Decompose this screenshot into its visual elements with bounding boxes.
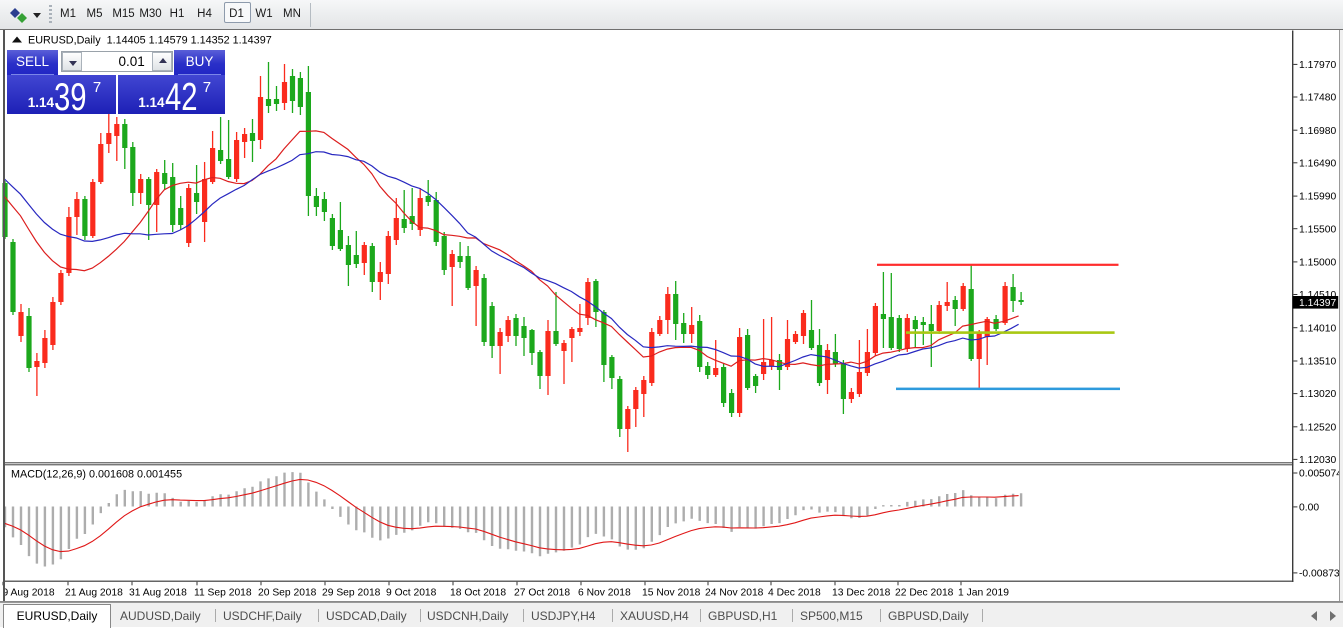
svg-text:31 Aug 2018: 31 Aug 2018 [129, 588, 187, 599]
svg-text:1 Jan 2019: 1 Jan 2019 [958, 588, 1009, 599]
svg-text:1.16490: 1.16490 [1299, 158, 1336, 169]
svg-text:MACD(12,26,9) 0.001608 0.00145: MACD(12,26,9) 0.001608 0.001455 [11, 469, 182, 481]
svg-text:0.00: 0.00 [1299, 503, 1319, 514]
svg-text:0.005074: 0.005074 [1299, 469, 1342, 480]
svg-text:1.17970: 1.17970 [1299, 60, 1336, 71]
svg-text:1.14010: 1.14010 [1299, 323, 1336, 334]
svg-text:6 Nov 2018: 6 Nov 2018 [578, 588, 631, 599]
svg-text:24 Nov 2018: 24 Nov 2018 [705, 588, 764, 599]
svg-text:11 Sep 2018: 11 Sep 2018 [194, 588, 252, 599]
svg-text:9 Aug 2018: 9 Aug 2018 [3, 588, 55, 599]
svg-text:13 Dec 2018: 13 Dec 2018 [832, 588, 891, 599]
svg-text:21 Aug 2018: 21 Aug 2018 [65, 588, 123, 599]
svg-text:1.17480: 1.17480 [1299, 93, 1336, 104]
svg-text:18 Oct 2018: 18 Oct 2018 [450, 588, 506, 599]
svg-text:1.12030: 1.12030 [1299, 455, 1336, 466]
svg-text:1.12520: 1.12520 [1299, 422, 1336, 433]
svg-text:15 Nov 2018: 15 Nov 2018 [642, 588, 701, 599]
svg-text:4 Dec 2018: 4 Dec 2018 [768, 588, 821, 599]
svg-text:1.14397: 1.14397 [1299, 298, 1336, 309]
svg-text:9 Oct 2018: 9 Oct 2018 [386, 588, 437, 599]
svg-text:22 Dec 2018: 22 Dec 2018 [895, 588, 954, 599]
svg-text:1.14510: 1.14510 [1299, 290, 1336, 301]
svg-text:1.15990: 1.15990 [1299, 192, 1336, 203]
svg-text:20 Sep 2018: 20 Sep 2018 [258, 588, 317, 599]
svg-text:EURUSD,Daily 1.14405 1.14579: EURUSD,Daily 1.14405 1.14579 1.14352 1.1… [28, 35, 272, 47]
svg-text:1.13510: 1.13510 [1299, 357, 1336, 368]
svg-text:1.15000: 1.15000 [1299, 258, 1336, 269]
svg-text:-0.00873: -0.00873 [1299, 569, 1340, 580]
svg-text:1.15500: 1.15500 [1299, 224, 1336, 235]
svg-text:1.13020: 1.13020 [1299, 389, 1336, 400]
svg-text:1.16980: 1.16980 [1299, 126, 1336, 137]
svg-text:27 Oct 2018: 27 Oct 2018 [514, 588, 570, 599]
svg-text:29 Sep 2018: 29 Sep 2018 [322, 588, 381, 599]
